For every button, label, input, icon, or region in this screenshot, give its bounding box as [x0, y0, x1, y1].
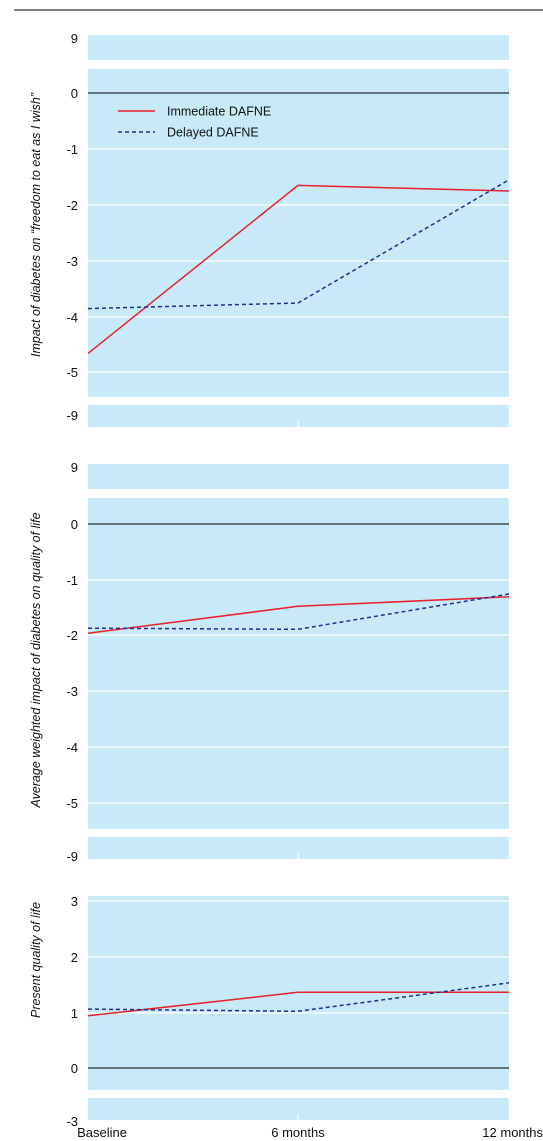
- y-tick-label: 0: [71, 86, 78, 101]
- panel-bottom-band: [88, 1098, 509, 1120]
- panel-top-band: [88, 464, 509, 489]
- chart-panel-1: 9 0 -1 -2 -3 -4 -5 -9 Impact of diabetes on “fre…: [29, 31, 510, 427]
- y-tick-label: 9: [71, 31, 78, 46]
- y-tick-label: 3: [71, 894, 78, 909]
- y-tick-label: -2: [66, 198, 78, 213]
- x-tick-label: 6 months: [271, 1125, 325, 1140]
- panel-main-band: [88, 498, 509, 829]
- series-line-immediate: [87, 184, 510, 354]
- legend-label: Delayed DAFNE: [167, 126, 259, 140]
- y-tick-label: -2: [66, 628, 78, 643]
- y-tick-label: -3: [66, 684, 78, 699]
- series-line-delayed: [87, 593, 510, 631]
- series-line-delayed: [87, 982, 510, 1013]
- chart-panel-3: 3 2 1 0 -3 Present quality of life: [29, 894, 510, 1129]
- y-tick-label: 0: [71, 517, 78, 532]
- legend-label: Immediate DAFNE: [167, 105, 271, 119]
- x-tick-label: Baseline: [77, 1125, 127, 1140]
- series-line-immediate: [87, 596, 510, 634]
- y-tick-label: -5: [66, 796, 78, 811]
- y-tick-label: -1: [66, 142, 78, 157]
- y-tick-label: -9: [66, 849, 78, 864]
- y-tick-label: -4: [66, 310, 78, 325]
- series-line-delayed: [87, 179, 510, 310]
- x-tick-label: 12 months: [482, 1125, 543, 1140]
- panel-bottom-band: [88, 837, 509, 859]
- y-axis-label: Average weighted impact of diabetes on q…: [29, 512, 43, 808]
- panel-bottom-band: [88, 405, 509, 427]
- y-tick-label: 9: [71, 460, 78, 475]
- y-axis-label: Present quality of life: [29, 902, 43, 1018]
- y-tick-label: 0: [71, 1061, 78, 1076]
- y-tick-label: 2: [71, 950, 78, 965]
- y-axis-label: Impact of diabetes on “freedom to eat as…: [29, 92, 43, 357]
- y-tick-label: -1: [66, 573, 78, 588]
- y-tick-label: -3: [66, 1114, 78, 1129]
- chart-panel-2: 9 0 -1 -2 -3 -4 -5 -9 Average weighted impact of…: [29, 460, 510, 864]
- y-tick-label: -5: [66, 365, 78, 380]
- panel-main-band: [88, 69, 509, 397]
- panel-top-band: [88, 35, 509, 60]
- y-tick-label: -9: [66, 408, 78, 423]
- y-tick-label: -3: [66, 254, 78, 269]
- y-tick-label: 1: [71, 1006, 78, 1021]
- y-tick-label: -4: [66, 740, 78, 755]
